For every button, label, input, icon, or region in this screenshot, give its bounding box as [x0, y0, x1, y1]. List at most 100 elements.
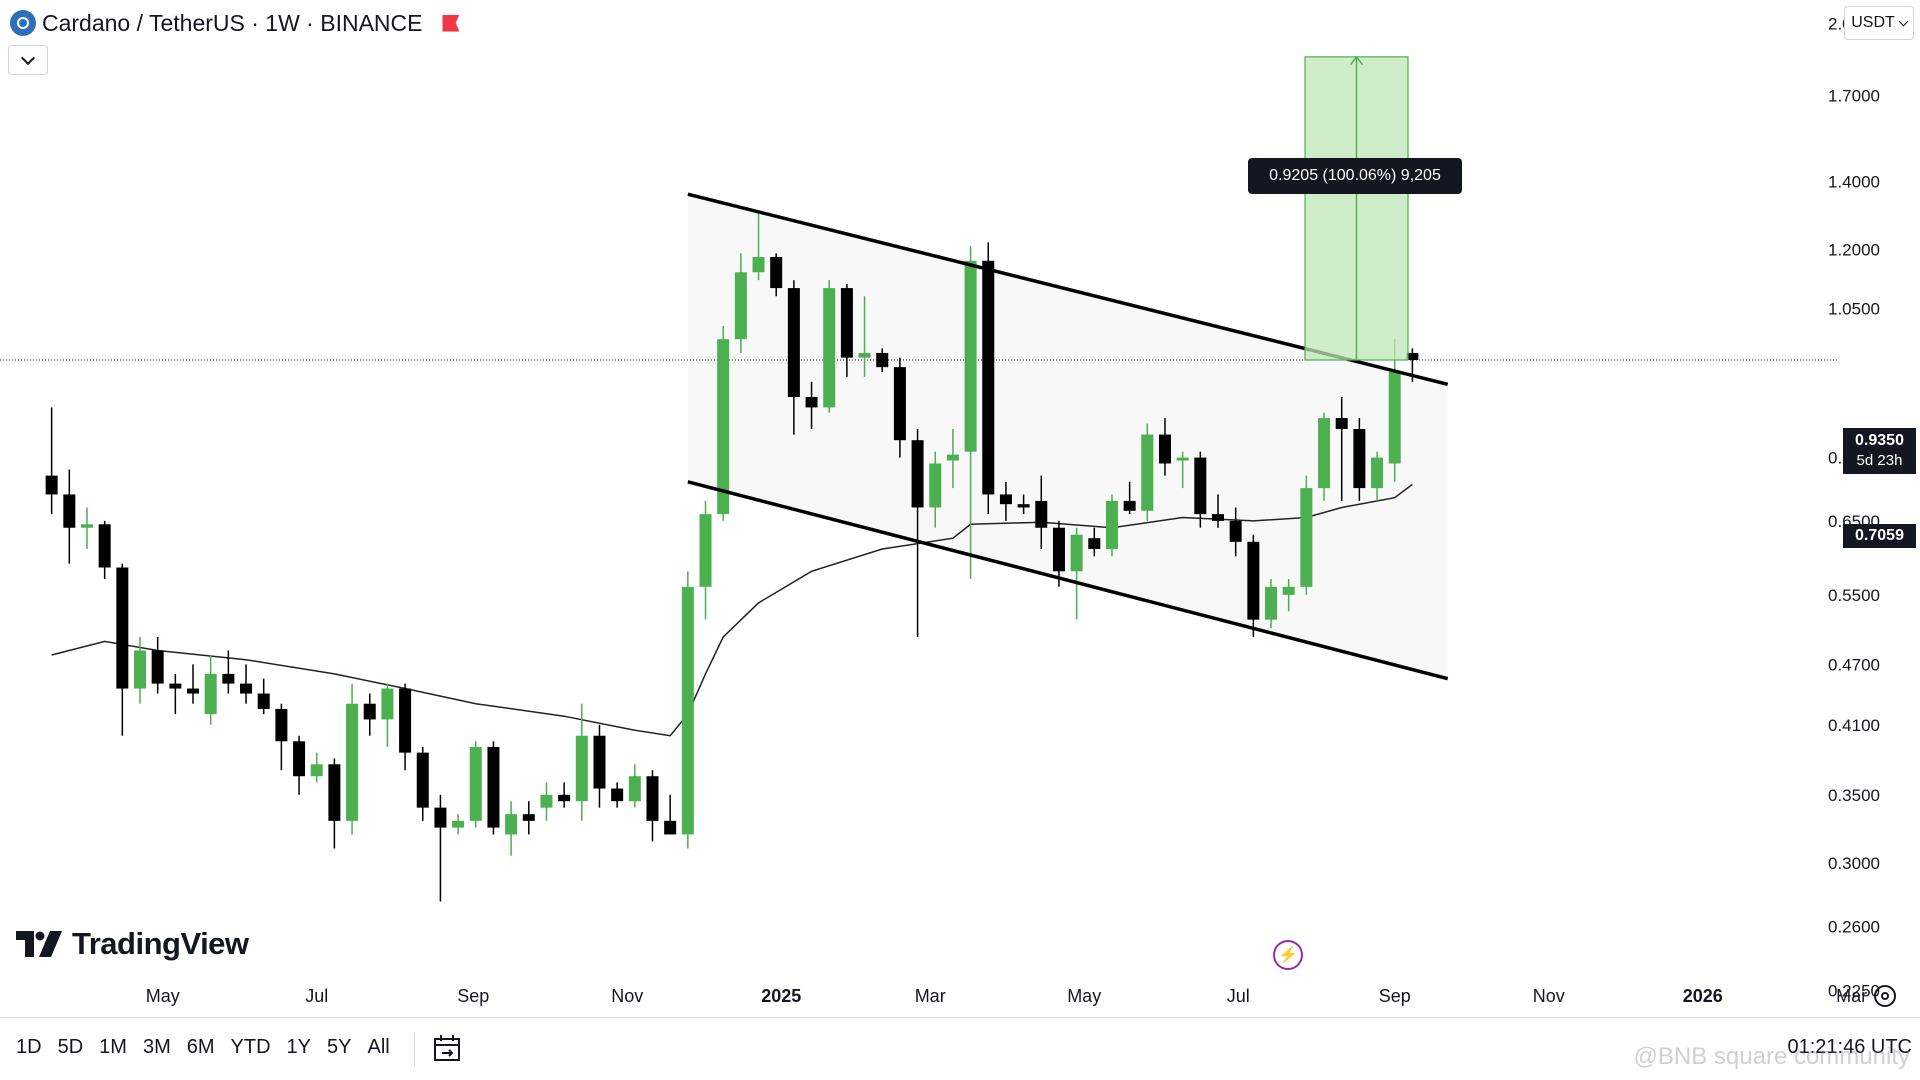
candle-body: [1105, 500, 1118, 549]
candle: [240, 664, 253, 704]
candle: [734, 253, 747, 353]
candle: [1088, 527, 1101, 557]
range-1y-button[interactable]: 1Y: [281, 1032, 317, 1063]
watermark: @BNB square community: [1633, 1043, 1910, 1070]
channel-lower-line: [687, 480, 1449, 681]
y-tick-label: 0.4100: [1828, 716, 1880, 735]
candle-body: [275, 708, 288, 742]
candle: [717, 325, 730, 521]
candle: [346, 683, 359, 835]
x-tick-label: Sep: [1379, 986, 1411, 1006]
candle: [310, 752, 323, 783]
range-5d-button[interactable]: 5D: [52, 1032, 90, 1063]
y-tick-label: 0.2600: [1828, 917, 1880, 936]
candle-body: [116, 567, 129, 689]
candle-body: [363, 703, 376, 720]
candle: [363, 693, 376, 736]
x-tick-label: 2026: [1683, 986, 1723, 1006]
candle: [187, 664, 200, 704]
calendar-icon[interactable]: [432, 1033, 462, 1063]
candle-body: [346, 703, 359, 821]
candle-body: [80, 524, 93, 528]
candle: [1194, 451, 1207, 528]
flag-icon[interactable]: [442, 14, 460, 32]
candle: [540, 782, 553, 821]
candle-body: [204, 673, 217, 715]
settings-icon[interactable]: [1874, 985, 1896, 1007]
candle-body: [399, 688, 412, 753]
range-6m-button[interactable]: 6M: [181, 1032, 221, 1063]
candle: [222, 650, 235, 694]
bolt-icon[interactable]: ⚡: [1273, 940, 1303, 970]
candle-body: [840, 288, 853, 358]
candle: [257, 678, 270, 715]
candle: [1035, 475, 1048, 549]
utc-clock[interactable]: 01:21:46 UTC: [1787, 1036, 1912, 1058]
candle: [151, 636, 164, 694]
candle: [169, 673, 182, 715]
chevron-down-icon: [1898, 16, 1909, 26]
candle-body: [611, 788, 624, 802]
candle: [1158, 418, 1171, 476]
candle: [964, 245, 977, 579]
candle-body: [646, 776, 659, 821]
x-tick-label: Jul: [1227, 986, 1250, 1006]
range-1d-button[interactable]: 1D: [10, 1032, 48, 1063]
candle-body: [681, 586, 694, 835]
candle: [204, 655, 217, 725]
symbol-header[interactable]: Cardano / TetherUS · 1W · BINANCE: [10, 8, 460, 38]
candle: [1265, 578, 1278, 629]
candle: [840, 284, 853, 377]
ma-value-tag: 0.7059: [1843, 524, 1916, 548]
candle-body: [452, 820, 465, 828]
range-5y-button[interactable]: 5Y: [321, 1032, 357, 1063]
currency-selector[interactable]: USDT: [1844, 6, 1914, 40]
candle: [399, 683, 412, 771]
candle-body: [540, 794, 553, 808]
candle: [80, 507, 93, 549]
candle-body: [893, 367, 906, 441]
candle-body: [416, 752, 429, 808]
candle: [1176, 451, 1189, 489]
range-1m-button[interactable]: 1M: [93, 1032, 133, 1063]
candle: [787, 280, 800, 435]
range-all-button[interactable]: All: [361, 1032, 395, 1063]
candle-body: [1247, 541, 1260, 620]
candle: [505, 801, 518, 856]
collapse-legend-button[interactable]: [8, 45, 48, 75]
candle-body: [593, 735, 606, 789]
candle-body: [1194, 457, 1207, 515]
candle-body: [434, 807, 447, 828]
candle: [858, 296, 871, 377]
x-tick-label: 2025: [761, 986, 801, 1006]
candle-body: [1388, 371, 1401, 464]
candle: [593, 724, 606, 808]
candle-body: [240, 683, 253, 694]
last-price-tag: 0.9350 5d 23h: [1843, 428, 1916, 474]
candle-body: [1300, 488, 1313, 587]
candle-body: [151, 650, 164, 684]
y-tick-label: 0.5500: [1828, 586, 1880, 605]
y-tick-label: 1.7000: [1828, 86, 1880, 105]
range-ytd-button[interactable]: YTD: [225, 1032, 277, 1063]
tradingview-logo[interactable]: TradingView: [16, 924, 249, 964]
candle-body: [1088, 538, 1101, 549]
candle-body: [787, 288, 800, 397]
candle-body: [1141, 434, 1154, 511]
range-3m-button[interactable]: 3M: [137, 1032, 177, 1063]
bottom-toolbar: 1D 5D 1M 3M 6M YTD 1Y 5Y All 01:21:46 UT…: [0, 1017, 1920, 1080]
candle: [911, 429, 924, 637]
candle-body: [752, 257, 765, 273]
x-tick-label: Mar: [1836, 986, 1867, 1006]
y-tick-label: 0.4700: [1828, 655, 1880, 674]
candle: [293, 735, 306, 795]
price-chart[interactable]: 2.80002.40002.00001.70001.40001.20001.05…: [0, 0, 1920, 1017]
candle: [929, 451, 942, 528]
candle: [628, 764, 641, 808]
candle-body: [522, 814, 535, 821]
candle-body: [45, 475, 58, 495]
candle: [699, 500, 712, 620]
y-tick-label: 0.3000: [1828, 854, 1880, 873]
candle: [823, 280, 836, 413]
candle-body: [257, 693, 270, 709]
